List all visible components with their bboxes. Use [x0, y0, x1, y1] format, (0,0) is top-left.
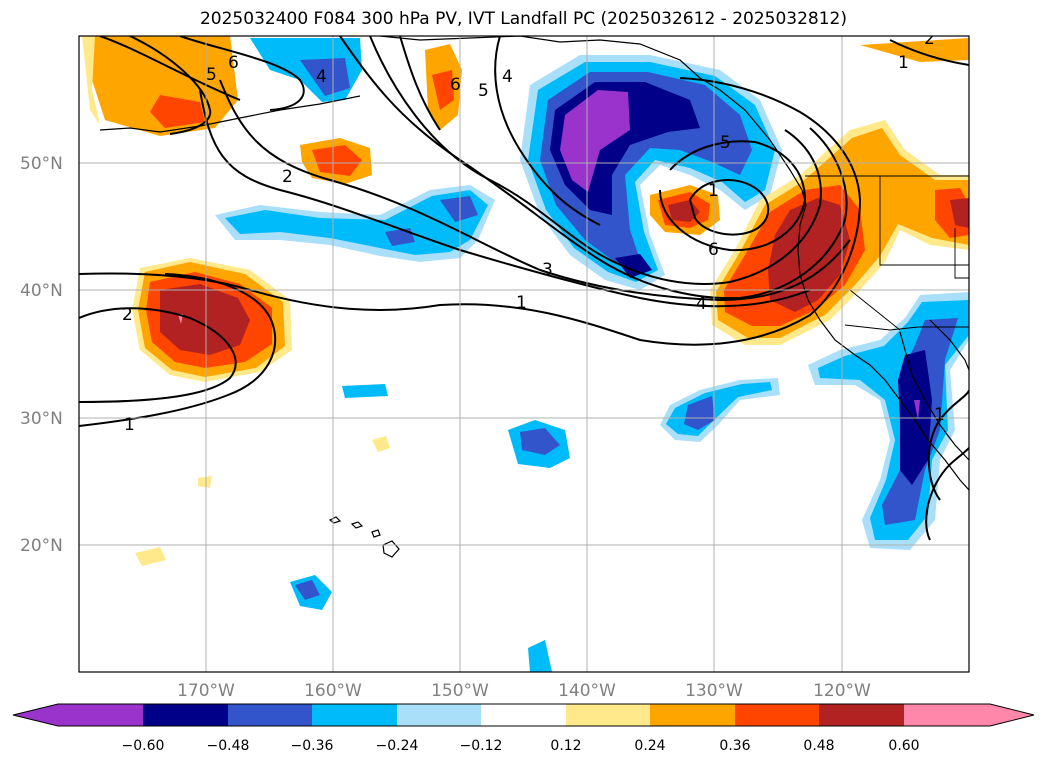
lon-tick-label: 170°W — [177, 681, 235, 701]
contour-label: 2 — [282, 167, 293, 187]
contour-label: 4 — [316, 67, 327, 87]
contour-label: 2 — [122, 305, 133, 325]
baja-coast — [899, 331, 969, 461]
contour-label: 1 — [898, 53, 909, 73]
positive-anomaly-nw-yellow — [82, 36, 100, 125]
contour-2-subtropic — [79, 307, 237, 403]
colorbar-segment — [904, 704, 990, 726]
colorbar-tick-label: −0.36 — [291, 738, 334, 754]
gulf-coast — [929, 319, 969, 371]
borders — [805, 175, 969, 331]
colorbar-segment — [397, 704, 481, 726]
contour-label: 1 — [934, 405, 945, 425]
colorbar-segments — [13, 704, 1034, 726]
lon-tick-label: 160°W — [304, 681, 362, 701]
map-frame — [78, 35, 970, 673]
contour-label: 6 — [708, 240, 719, 260]
contour-4-main — [339, 36, 848, 300]
contour-6-main — [399, 36, 807, 252]
colorbar-segment — [143, 704, 228, 726]
colorbar-tick-label: −0.12 — [460, 738, 503, 754]
gridlines — [79, 36, 969, 672]
contour-4-west — [179, 36, 305, 111]
contour-label: 4 — [696, 294, 707, 314]
lon-tick-label: 150°W — [431, 681, 489, 701]
colorbar-tick-label: −0.60 — [122, 738, 165, 754]
lon-tick-label: 120°W — [813, 681, 871, 701]
colorbar-segment — [228, 704, 312, 726]
colorbar-tick-label: 0.36 — [719, 738, 750, 754]
shading-layer — [82, 36, 969, 672]
positive-anomaly-nw-core — [150, 95, 205, 128]
north-america-coast — [379, 36, 969, 491]
colorbar-segment — [312, 704, 397, 726]
lat-tick-label: 30°N — [20, 409, 63, 429]
colorbar-extend-low — [13, 704, 58, 726]
contour-label: 5 — [478, 81, 489, 101]
colorbar-tick-label: 0.12 — [550, 738, 581, 754]
state-lines — [849, 176, 969, 331]
colorbar-tick-labels: −0.60 −0.48 −0.36 −0.24 −0.12 0.12 0.24 … — [122, 738, 920, 754]
contour-label: 5 — [720, 133, 731, 153]
contour-label: 1 — [124, 415, 135, 435]
colorbar-outline — [12, 703, 1035, 727]
colorbar-segment — [566, 704, 650, 726]
colorbar-tick-label: 0.48 — [803, 738, 834, 754]
contour-label: 2 — [924, 29, 935, 49]
contour-label: 6 — [450, 75, 461, 95]
colorbar-tick-label: −0.24 — [376, 738, 419, 754]
colorbar: −0.60 −0.48 −0.36 −0.24 −0.12 0.12 0.24 … — [12, 703, 1035, 754]
map-title: 2025032400 F084 300 hPa PV, IVT Landfall… — [199, 9, 847, 29]
contour-ring-inner — [688, 179, 770, 236]
lat-tick-labels: 50°N 40°N 30°N 20°N — [20, 154, 63, 556]
contour-label: 1 — [516, 293, 527, 313]
colorbar-tick-label: 0.60 — [888, 738, 919, 754]
contour-3 — [219, 79, 851, 302]
contour-ne-corner — [889, 39, 969, 66]
colorbar-segment — [650, 704, 735, 726]
contour-labels: 6 5 4 6 5 4 2 5 1 6 4 3 1 2 1 1 2 1 — [122, 29, 945, 435]
contour-label: 4 — [502, 67, 513, 87]
contour-label: 5 — [206, 65, 217, 85]
alaska-islands — [99, 95, 361, 133]
colorbar-extend-high — [990, 704, 1034, 726]
lat-tick-label: 40°N — [20, 281, 63, 301]
lon-tick-label: 130°W — [685, 681, 743, 701]
colorbar-segment — [58, 704, 143, 726]
coastlines — [99, 36, 969, 491]
lon-tick-labels: 170°W 160°W 150°W 140°W 130°W 120°W — [177, 681, 871, 701]
contour-5-main — [369, 36, 822, 285]
contour-1-main — [79, 77, 862, 346]
colorbar-tick-label: −0.48 — [207, 738, 250, 754]
hawaiian-islands — [328, 516, 400, 558]
contour-trough-left — [494, 36, 601, 226]
contour-1-subtropic — [79, 273, 277, 427]
contour-label: 6 — [228, 53, 239, 73]
us-mexico-border — [844, 324, 969, 331]
contour-5-nw — [129, 36, 212, 135]
contour-label: 1 — [708, 181, 719, 201]
lat-tick-label: 20°N — [20, 536, 63, 556]
colorbar-tick-label: 0.24 — [634, 738, 665, 754]
lon-tick-label: 140°W — [558, 681, 616, 701]
contour-6-nw — [99, 36, 241, 101]
contour-label: 3 — [542, 260, 553, 280]
colorbar-segment — [819, 704, 904, 726]
positive-anomaly-170w-core — [160, 284, 250, 355]
lat-tick-label: 50°N — [20, 154, 63, 174]
colorbar-segment — [481, 704, 566, 726]
contour-se — [925, 389, 969, 541]
colorbar-segment — [735, 704, 819, 726]
